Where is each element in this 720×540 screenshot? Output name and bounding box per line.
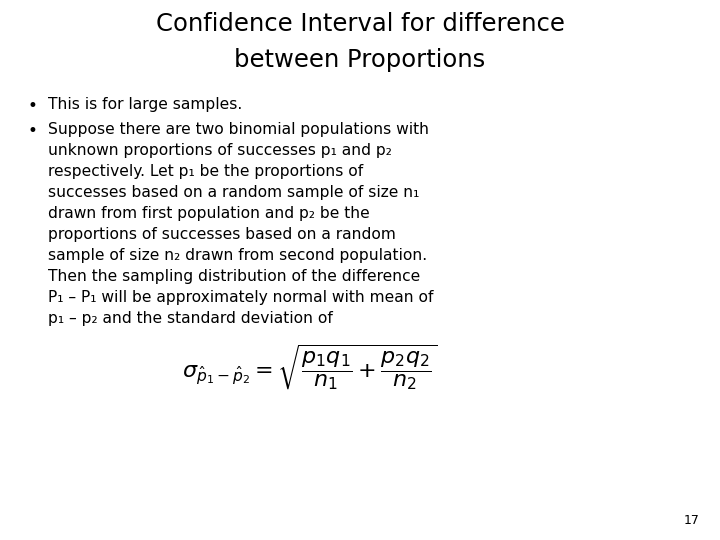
Text: unknown proportions of successes p₁ and p₂: unknown proportions of successes p₁ and … [48, 143, 392, 158]
Text: Suppose there are two binomial populations with: Suppose there are two binomial populatio… [48, 122, 429, 137]
Text: Confidence Interval for difference: Confidence Interval for difference [156, 12, 564, 36]
Text: Then the sampling distribution of the difference: Then the sampling distribution of the di… [48, 269, 420, 284]
Text: between Proportions: between Proportions [235, 48, 485, 72]
Text: respectively. Let p₁ be the proportions of: respectively. Let p₁ be the proportions … [48, 164, 364, 179]
Text: drawn from first population and p₂ be the: drawn from first population and p₂ be th… [48, 206, 370, 221]
Text: sample of size n₂ drawn from second population.: sample of size n₂ drawn from second popu… [48, 248, 427, 263]
Text: p₁ – p₂ and the standard deviation of: p₁ – p₂ and the standard deviation of [48, 311, 333, 326]
Text: P₁ – P₁ will be approximately normal with mean of: P₁ – P₁ will be approximately normal wit… [48, 290, 433, 305]
Text: successes based on a random sample of size n₁: successes based on a random sample of si… [48, 185, 419, 200]
Text: $\sigma_{\hat{p}_1 - \hat{p}_2} = \sqrt{\dfrac{p_1 q_1}{n_1} + \dfrac{p_2 q_2}{n: $\sigma_{\hat{p}_1 - \hat{p}_2} = \sqrt{… [182, 342, 438, 392]
Text: proportions of successes based on a random: proportions of successes based on a rand… [48, 227, 396, 242]
Text: This is for large samples.: This is for large samples. [48, 97, 242, 112]
Text: •: • [28, 122, 38, 140]
Text: •: • [28, 97, 38, 115]
Text: 17: 17 [684, 514, 700, 527]
